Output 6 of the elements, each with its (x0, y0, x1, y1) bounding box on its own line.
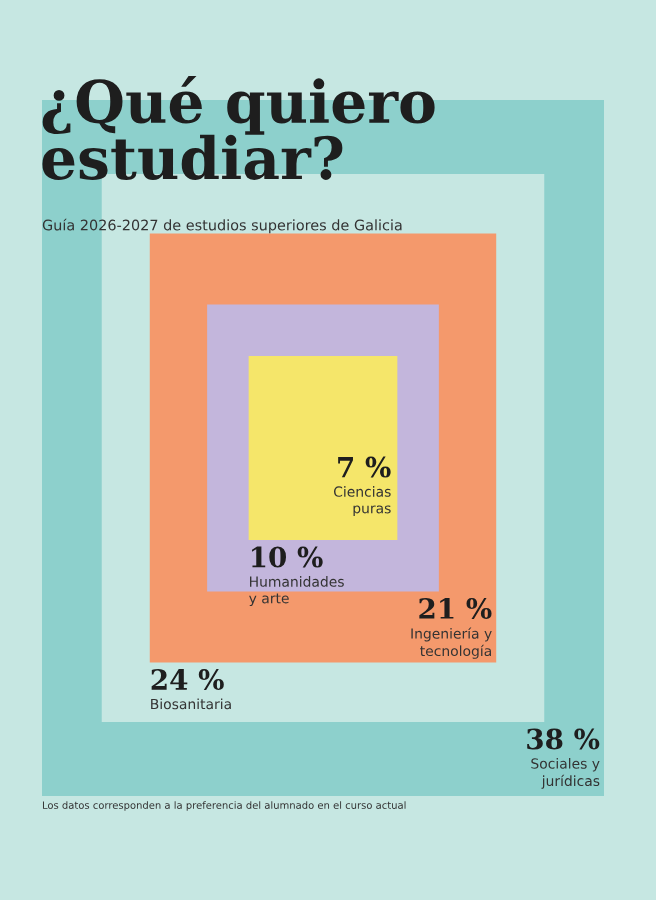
data-label: 24 % (151, 669, 224, 691)
data-label: 7 % (338, 456, 391, 478)
data-label: 21 % (419, 597, 492, 619)
data-label: 10 % (252, 546, 323, 568)
text: ¿Qué quiero estudiar? (42, 76, 435, 180)
data-label: 38 % (527, 728, 600, 750)
